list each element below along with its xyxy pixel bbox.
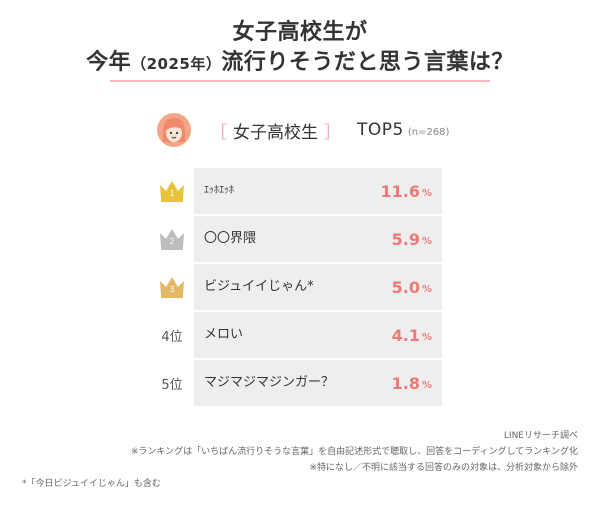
rank-number: 4位 <box>161 329 183 345</box>
page-title-line2: 今年（2025年）流行りそうだと思う言葉は？ <box>0 44 600 76</box>
rank-cell: 2 <box>150 216 194 262</box>
source-note: LINEリサーチ調べ <box>503 431 578 441</box>
ranking-bar: ビジュイイじゃん* 5.0% <box>194 264 442 310</box>
ranking-header: ［ 女子高校生 ］ TOP5 (n=268) <box>156 112 449 148</box>
method-note: ※ランキングは「いちばん流行りそうな言葉」を自由記述形式で聴取し、回答をコーディ… <box>130 447 578 457</box>
bracket-close: ］ <box>324 122 341 143</box>
ranking-list: 1 ｴｯﾎｴｯﾎ 11.6% 2 〇〇界隈 5.9% 3 <box>150 168 442 408</box>
category-label: 女子高校生 <box>233 122 318 143</box>
percent-unit: % <box>421 331 432 343</box>
word-label: マジマジマジンガー？ <box>204 375 335 390</box>
percentage: 11.6% <box>380 168 432 214</box>
header-category: ［ 女子高校生 ］ <box>204 118 347 143</box>
percent-value: 5.0 <box>391 277 420 297</box>
percent-unit: % <box>421 187 432 199</box>
percent-unit: % <box>421 379 432 391</box>
rank-number: 3 <box>169 285 174 294</box>
ranking-bar: 〇〇界隈 5.9% <box>194 216 442 262</box>
bronze-crown-icon: 3 <box>160 277 184 298</box>
footnote: *「今日ビジュイイじゃん」も含む <box>22 479 161 489</box>
percentage: 5.9% <box>392 216 432 262</box>
title-prefix: 今年 <box>86 50 132 75</box>
bracket-open: ［ <box>210 122 227 143</box>
percentage: 4.1% <box>392 312 432 358</box>
percentage: 1.8% <box>392 360 432 406</box>
page-title-line1: 女子高校生が <box>232 20 368 45</box>
rank-cell: 1 <box>150 168 194 214</box>
percent-value: 4.1 <box>391 325 420 345</box>
percent-unit: % <box>421 283 432 295</box>
word-label: 〇〇界隈 <box>204 231 257 246</box>
title-underline <box>110 80 490 82</box>
word-label: ビジュイイじゃん* <box>204 279 314 294</box>
rank-cell: 5位 <box>150 360 194 406</box>
girl-avatar-icon <box>157 113 191 147</box>
percent-value: 1.8 <box>391 373 420 393</box>
rank-cell: 4位 <box>150 312 194 358</box>
word-label: メロい <box>204 327 244 342</box>
silver-crown-icon: 2 <box>160 229 184 250</box>
title-year: （2025年） <box>131 55 222 73</box>
rank-number: 2 <box>169 237 174 246</box>
rank-cell: 3 <box>150 264 194 310</box>
percent-unit: % <box>421 235 432 247</box>
ranking-bar: ｴｯﾎｴｯﾎ 11.6% <box>194 168 442 214</box>
ranking-row-2: 2 〇〇界隈 5.9% <box>150 216 442 262</box>
rank-number: 5位 <box>161 377 183 393</box>
ranking-row-4: 4位 メロい 4.1% <box>150 312 442 358</box>
ranking-row-1: 1 ｴｯﾎｴｯﾎ 11.6% <box>150 168 442 214</box>
exclusion-note: ※特になし／不明に該当する回答のみの対象は、分析対象から除外 <box>309 463 578 473</box>
title-suffix: 流行りそうだと思う言葉は？ <box>221 50 514 75</box>
rank-number: 1 <box>169 189 174 198</box>
sample-size: (n=268) <box>407 126 450 138</box>
percentage: 5.0% <box>392 264 432 310</box>
word-label: ｴｯﾎｴｯﾎ <box>204 185 234 196</box>
gold-crown-icon: 1 <box>160 181 184 202</box>
ranking-row-3: 3 ビジュイイじゃん* 5.0% <box>150 264 442 310</box>
ranking-bar: メロい 4.1% <box>194 312 442 358</box>
ranking-row-5: 5位 マジマジマジンガー？ 1.8% <box>150 360 442 406</box>
top-label: TOP5 <box>357 120 404 140</box>
percent-value: 11.6 <box>380 181 420 201</box>
percent-value: 5.9 <box>391 229 420 249</box>
ranking-bar: マジマジマジンガー？ 1.8% <box>194 360 442 406</box>
